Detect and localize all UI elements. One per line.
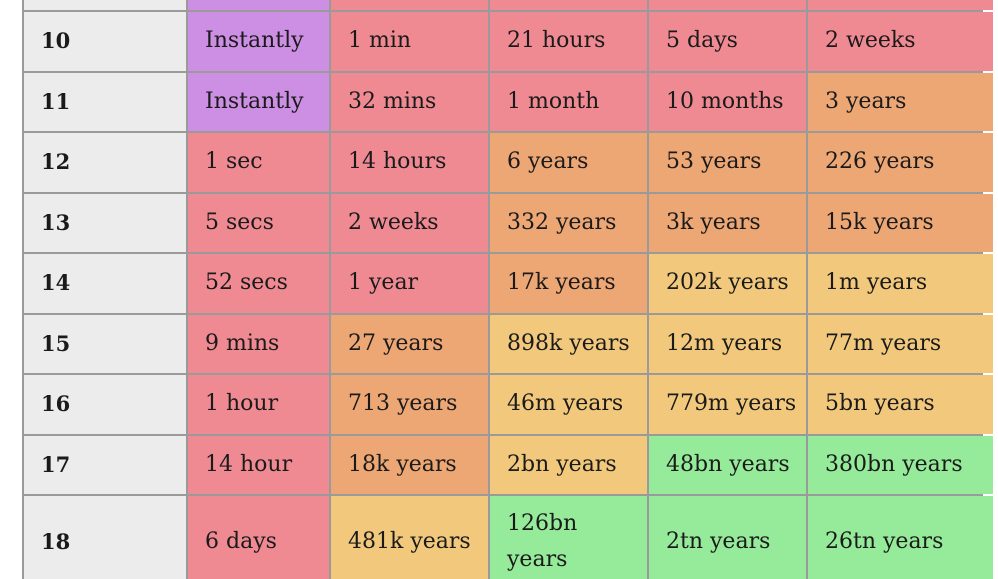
table-cell-partial — [490, 0, 647, 10]
table-cell-crack-time: 27 years — [331, 314, 488, 373]
row-header-length: 17 — [24, 435, 186, 494]
table-cell-crack-time: 6 days — [188, 496, 329, 579]
table-cell-crack-time: 713 years — [331, 375, 488, 434]
row-header-length: 11 — [24, 72, 186, 131]
table-cell-crack-time: 1 year — [331, 254, 488, 313]
table-cell-crack-time: 26tn years — [808, 496, 993, 579]
row-header-length: 13 — [24, 193, 186, 252]
table-cell-crack-time: 2 weeks — [808, 12, 993, 71]
table-cell-crack-time: 898k years — [490, 314, 647, 373]
table-cell-crack-time: 332 years — [490, 193, 647, 252]
table-cell-crack-time: 3k years — [649, 193, 806, 252]
row-header-length: 10 — [24, 12, 186, 71]
table-cell-crack-time: 53 years — [649, 133, 806, 192]
row-header-length: 15 — [24, 314, 186, 373]
table-cell-crack-time: Instantly — [188, 12, 329, 71]
table-cell-crack-time: 481k years — [331, 496, 488, 579]
table-cell-crack-time: 10 months — [649, 72, 806, 131]
row-header-length: 18 — [24, 496, 186, 579]
table-cell-crack-time: 15k years — [808, 193, 993, 252]
table-cell-crack-time: 202k years — [649, 254, 806, 313]
row-header-length: 14 — [24, 254, 186, 313]
table-cell-crack-time: 5 secs — [188, 193, 329, 252]
table-cell-crack-time: 6 years — [490, 133, 647, 192]
table-cell-crack-time: 5bn years — [808, 375, 993, 434]
table-cell-partial — [331, 0, 488, 10]
table-cell-crack-time: 77m years — [808, 314, 993, 373]
table-cell-crack-time: 12m years — [649, 314, 806, 373]
table-cell-crack-time: 2bn years — [490, 435, 647, 494]
table-cell-crack-time: 2 weeks — [331, 193, 488, 252]
table-cell-crack-time: 48bn years — [649, 435, 806, 494]
table-cell-crack-time: 14 hours — [331, 133, 488, 192]
row-header-length: 16 — [24, 375, 186, 434]
table-cell-crack-time: 18k years — [331, 435, 488, 494]
table-cell-partial — [808, 0, 993, 10]
table-cell-crack-time: 52 secs — [188, 254, 329, 313]
table-cell-crack-time: 17k years — [490, 254, 647, 313]
table-cell-crack-time: 1m years — [808, 254, 993, 313]
table-cell-crack-time: 226 years — [808, 133, 993, 192]
table-cell-partial — [188, 0, 329, 10]
table-cell-partial — [24, 0, 186, 10]
table-cell-crack-time: 3 years — [808, 72, 993, 131]
table-cell-crack-time: 1 month — [490, 72, 647, 131]
password-crack-time-table: 10 Instantly 1 min 21 hours 5 days 2 weeks 11 I… — [22, 0, 993, 579]
table-cell-crack-time: 21 hours — [490, 12, 647, 71]
table-cell-crack-time: 14 hour — [188, 435, 329, 494]
table-cell-crack-time: 2tn years — [649, 496, 806, 579]
table-cell-crack-time: 32 mins — [331, 72, 488, 131]
table-cell-crack-time: 1 min — [331, 12, 488, 71]
table-cell-crack-time: Instantly — [188, 72, 329, 131]
table-cell-crack-time: 380bn years — [808, 435, 993, 494]
table-cell-crack-time: 1 sec — [188, 133, 329, 192]
table-cell-crack-time: 1 hour — [188, 375, 329, 434]
table-cell-crack-time: 126bn years — [490, 496, 647, 579]
table-cell-crack-time: 779m years — [649, 375, 806, 434]
table-cell-crack-time: 9 mins — [188, 314, 329, 373]
table-cell-crack-time: 5 days — [649, 12, 806, 71]
row-header-length: 12 — [24, 133, 186, 192]
table-cell-crack-time: 46m years — [490, 375, 647, 434]
table-cell-partial — [649, 0, 806, 10]
